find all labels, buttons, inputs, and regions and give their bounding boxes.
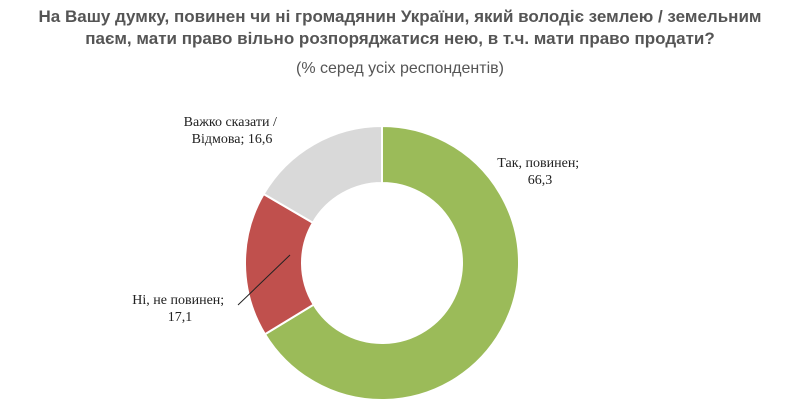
- slice-label-hard-line-1: Важко сказати /: [184, 115, 277, 130]
- chart-title-line-2: паєм, мати право вільно розпоряджатися н…: [85, 29, 715, 48]
- chart-title: На Вашу думку, повинен чи ні громадянин …: [0, 6, 800, 50]
- chart-title-line-1: На Вашу думку, повинен чи ні громадянин …: [38, 7, 762, 26]
- slice-label-no-line-1: Ні, не повинен;: [132, 293, 224, 308]
- slice-hard-to-say: [262, 124, 383, 225]
- slice-label-yes: Так, повинен; 66,3: [497, 156, 582, 188]
- donut-slices: [244, 124, 520, 401]
- slice-label-yes-line-1: Так, повинен;: [497, 156, 579, 171]
- slice-label-no-line-2: 17,1: [168, 310, 193, 325]
- slice-label-hard-to-say: Важко сказати / Відмова; 16,6: [184, 115, 281, 147]
- slice-yes: [263, 124, 520, 401]
- slice-label-yes-line-2: 66,3: [528, 173, 553, 188]
- slice-label-no: Ні, не повинен; 17,1: [132, 293, 227, 325]
- leader-line-no: [237, 254, 291, 306]
- slice-label-hard-line-2: Відмова; 16,6: [192, 132, 273, 147]
- chart-subtitle: (% серед усіх респондентів): [296, 60, 504, 77]
